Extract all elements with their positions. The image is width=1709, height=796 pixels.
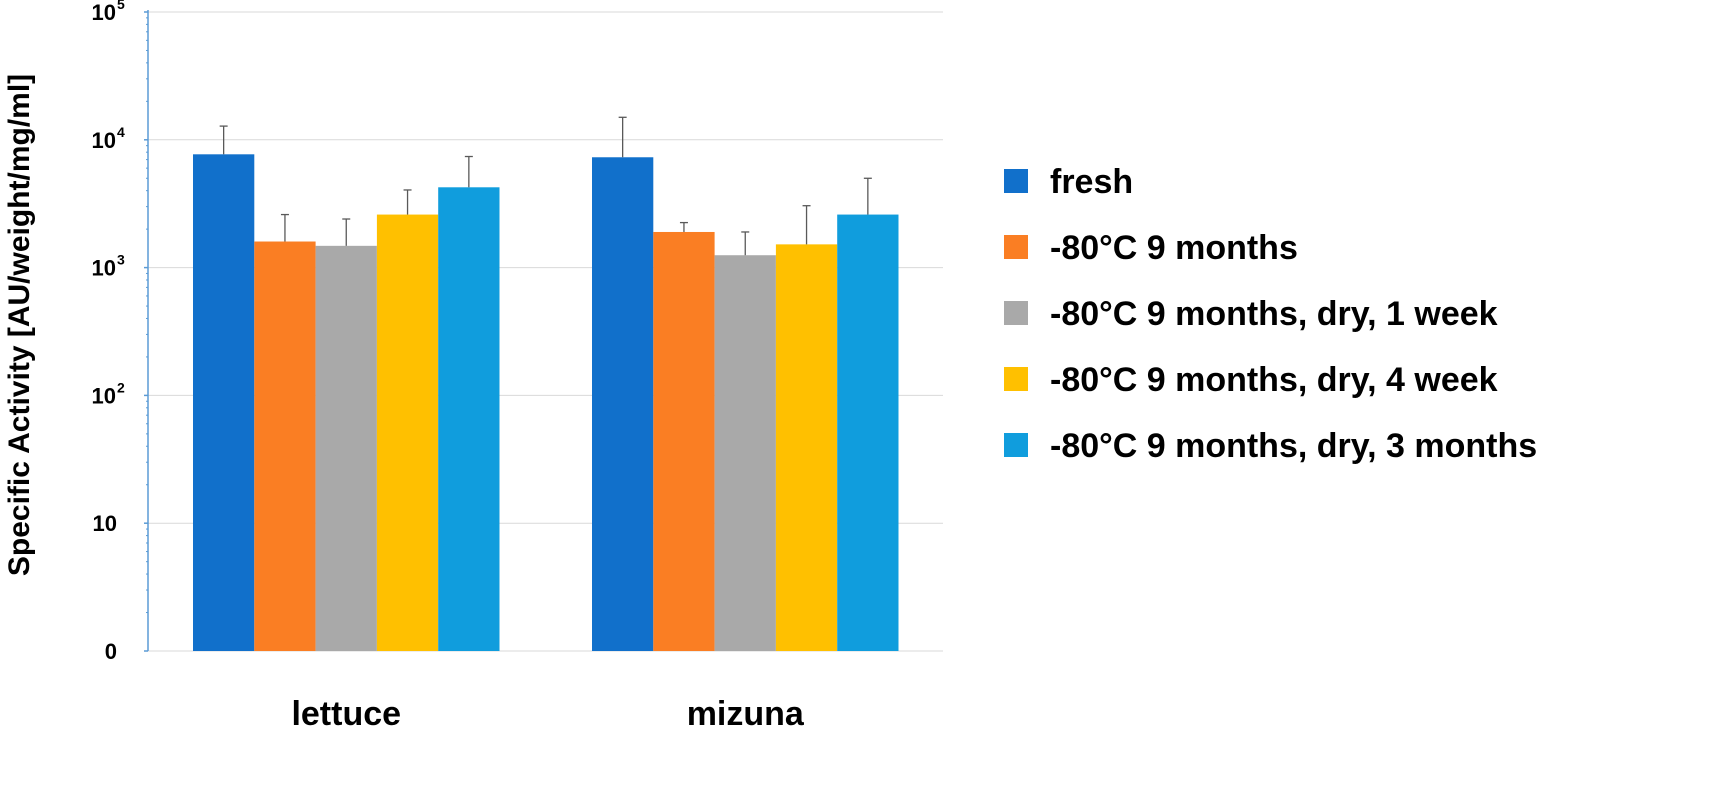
y-tick-label: 10 xyxy=(92,256,116,281)
bar xyxy=(193,154,255,651)
y-tick-exponent: 3 xyxy=(117,252,125,268)
bar xyxy=(837,214,899,651)
bar xyxy=(714,255,776,651)
legend-label: -80°C 9 months, dry, 4 week xyxy=(1050,361,1498,399)
legend-swatch xyxy=(1004,433,1028,457)
error-bars xyxy=(219,116,872,256)
y-tick-label: 10 xyxy=(92,128,116,153)
y-tick-label: 0 xyxy=(105,639,117,664)
bar xyxy=(775,244,838,651)
legend-swatch xyxy=(1004,169,1028,193)
y-tick-label: 10 xyxy=(92,383,116,408)
legend-label: -80°C 9 months xyxy=(1050,229,1298,267)
y-tick-exponent: 2 xyxy=(117,379,125,395)
legend-swatch xyxy=(1004,235,1028,259)
bar xyxy=(376,214,439,651)
y-axis-title: Specific Activity [AU/weight/mg/ml] xyxy=(3,74,36,576)
y-tick-label: 10 xyxy=(92,0,116,25)
legend-label: -80°C 9 months, dry, 3 months xyxy=(1050,427,1537,465)
legend: fresh -80°C 9 months -80°C 9 months, dry, … xyxy=(1004,163,1537,465)
bar xyxy=(254,241,316,651)
legend-label: fresh xyxy=(1050,163,1133,201)
y-tick-exponent: 4 xyxy=(117,124,125,140)
legend-swatch xyxy=(1004,301,1028,325)
bar xyxy=(438,187,500,651)
bar xyxy=(592,157,654,651)
bars xyxy=(193,154,899,652)
bar xyxy=(653,231,715,652)
y-tick-label: 10 xyxy=(93,511,117,536)
legend-swatch xyxy=(1004,367,1028,391)
legend-label: -80°C 9 months, dry, 1 week xyxy=(1050,295,1498,333)
y-tick-exponent: 5 xyxy=(117,0,125,12)
x-category-label: lettuce xyxy=(291,695,401,733)
bar xyxy=(315,245,377,651)
y-axis xyxy=(144,10,149,652)
x-category-label: mizuna xyxy=(687,695,805,733)
x-category-labels: lettuce mizuna xyxy=(291,695,804,733)
